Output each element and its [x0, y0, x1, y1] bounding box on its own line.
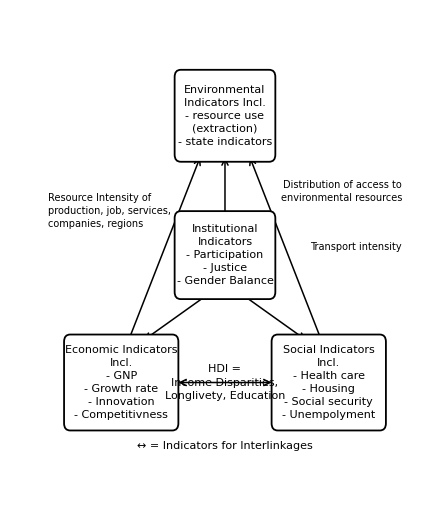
Text: ↔ = Indicators for Interlinkages: ↔ = Indicators for Interlinkages [137, 441, 312, 451]
FancyBboxPatch shape [64, 334, 178, 431]
FancyBboxPatch shape [174, 70, 275, 162]
Text: Distribution of access to
environmental resources: Distribution of access to environmental … [280, 180, 401, 203]
Text: Economic Indicators
Incl.
- GNP
- Growth rate
- Innovation
- Competitivness: Economic Indicators Incl. - GNP - Growth… [65, 345, 177, 420]
Text: Institutional
Indicators
- Participation
- Justice
- Gender Balance: Institutional Indicators - Participation… [176, 224, 273, 286]
Text: Social Indicators
Incl.
- Health care
- Housing
- Social security
- Unempolyment: Social Indicators Incl. - Health care - … [282, 345, 374, 420]
FancyBboxPatch shape [271, 334, 385, 431]
Text: HDI =
Income Disparities,
Longlivety, Education: HDI = Income Disparities, Longlivety, Ed… [164, 364, 285, 401]
FancyBboxPatch shape [174, 211, 275, 299]
Text: Resource Intensity of
production, job, services,
companies, regions: Resource Intensity of production, job, s… [48, 193, 171, 230]
Text: Environmental
Indicators Incl.
- resource use
(extraction)
- state indicators: Environmental Indicators Incl. - resourc… [177, 85, 272, 147]
Text: Transport intensity: Transport intensity [310, 242, 401, 252]
